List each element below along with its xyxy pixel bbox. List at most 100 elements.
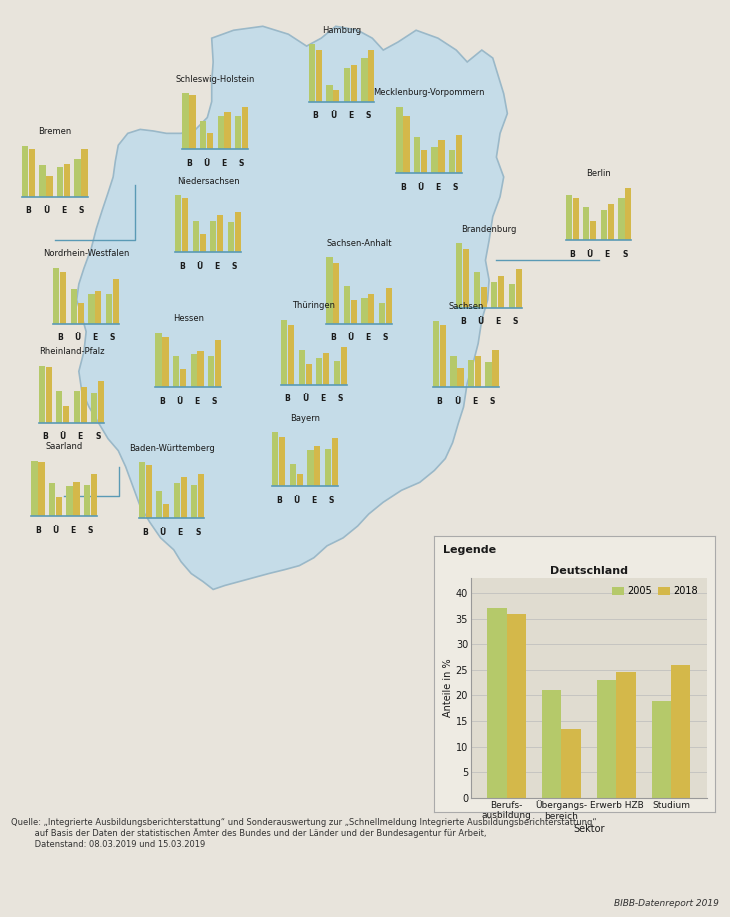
Bar xyxy=(163,504,169,518)
Bar xyxy=(139,462,145,518)
Bar xyxy=(242,107,248,149)
Text: B: B xyxy=(179,262,185,271)
Text: S: S xyxy=(328,496,334,505)
Bar xyxy=(200,120,206,149)
Text: Ü: Ü xyxy=(302,394,308,403)
Bar xyxy=(197,351,204,387)
Bar xyxy=(351,300,357,324)
Text: S: S xyxy=(383,333,388,342)
Bar xyxy=(474,356,481,387)
Bar xyxy=(379,303,385,324)
Text: Berlin: Berlin xyxy=(586,169,611,178)
Bar xyxy=(515,269,522,308)
Text: Bremen: Bremen xyxy=(38,127,72,136)
Bar xyxy=(60,272,66,324)
Text: E: E xyxy=(194,397,200,405)
Text: S: S xyxy=(110,333,115,342)
Bar xyxy=(385,288,392,324)
Text: S: S xyxy=(78,206,84,215)
Bar xyxy=(597,680,616,798)
Text: E: E xyxy=(221,159,227,168)
Bar xyxy=(307,450,313,486)
Bar xyxy=(396,106,402,173)
Bar xyxy=(652,701,672,798)
Text: B: B xyxy=(437,397,442,405)
Bar xyxy=(22,146,28,197)
Text: Thüringen: Thüringen xyxy=(293,302,335,311)
Bar xyxy=(403,116,410,173)
Bar xyxy=(56,392,62,423)
Text: Hamburg: Hamburg xyxy=(322,26,361,35)
Text: Ü: Ü xyxy=(477,317,483,326)
Text: Brandenburg: Brandenburg xyxy=(461,225,517,234)
Text: Ü: Ü xyxy=(454,397,460,405)
Bar xyxy=(235,116,241,149)
Bar xyxy=(272,432,279,486)
Text: Rheinland-Pfalz: Rheinland-Pfalz xyxy=(39,348,104,356)
Bar xyxy=(279,436,285,486)
Text: B: B xyxy=(186,159,192,168)
Bar xyxy=(306,364,312,385)
Bar xyxy=(314,446,320,486)
Bar xyxy=(507,613,526,798)
Bar xyxy=(189,95,196,149)
Bar xyxy=(309,44,315,102)
Text: Ü: Ü xyxy=(204,159,210,168)
Bar xyxy=(368,293,374,324)
Text: Ü: Ü xyxy=(43,206,49,215)
Text: Ü: Ü xyxy=(60,433,66,441)
X-axis label: Sektor: Sektor xyxy=(573,823,604,834)
Text: Niedersachsen: Niedersachsen xyxy=(177,177,239,185)
Bar xyxy=(218,215,223,252)
Bar xyxy=(625,188,631,240)
Bar xyxy=(616,672,636,798)
Bar xyxy=(316,358,322,385)
Text: Ü: Ü xyxy=(160,527,166,536)
Bar xyxy=(173,356,180,387)
Text: Sachsen: Sachsen xyxy=(448,303,483,312)
Text: E: E xyxy=(365,333,371,342)
Text: E: E xyxy=(77,433,83,441)
Bar xyxy=(474,271,480,308)
Bar xyxy=(468,360,474,387)
Bar xyxy=(182,94,188,149)
Bar xyxy=(155,333,162,387)
Bar xyxy=(175,195,181,252)
Title: Deutschland: Deutschland xyxy=(550,566,628,576)
Bar xyxy=(431,148,437,173)
Bar xyxy=(326,85,333,102)
Bar xyxy=(95,291,101,324)
Bar xyxy=(334,360,340,385)
Bar xyxy=(351,65,357,102)
Text: E: E xyxy=(92,333,98,342)
Bar xyxy=(225,112,231,149)
Bar xyxy=(74,160,81,197)
Bar xyxy=(326,258,332,324)
Text: Mecklenburg-Vorpommern: Mecklenburg-Vorpommern xyxy=(374,88,485,97)
Text: S: S xyxy=(88,526,93,535)
Bar xyxy=(457,368,464,387)
Bar xyxy=(340,348,347,385)
Text: B: B xyxy=(312,111,318,120)
Text: S: S xyxy=(512,317,518,326)
Bar xyxy=(182,198,188,252)
Bar xyxy=(334,90,339,102)
Bar xyxy=(207,133,213,149)
Text: S: S xyxy=(231,262,237,271)
Bar xyxy=(55,497,62,516)
Bar xyxy=(57,167,63,197)
Text: E: E xyxy=(320,394,326,403)
Text: B: B xyxy=(57,333,63,342)
Bar xyxy=(361,58,368,102)
Bar xyxy=(38,462,45,516)
Bar xyxy=(193,221,199,252)
Text: B: B xyxy=(26,206,31,215)
Bar xyxy=(81,387,87,423)
Bar xyxy=(296,474,303,486)
Text: Ü: Ü xyxy=(177,397,182,405)
Bar xyxy=(199,474,204,518)
Bar xyxy=(288,325,294,385)
Text: S: S xyxy=(622,250,628,259)
Text: S: S xyxy=(239,159,245,168)
Text: B: B xyxy=(42,433,48,441)
